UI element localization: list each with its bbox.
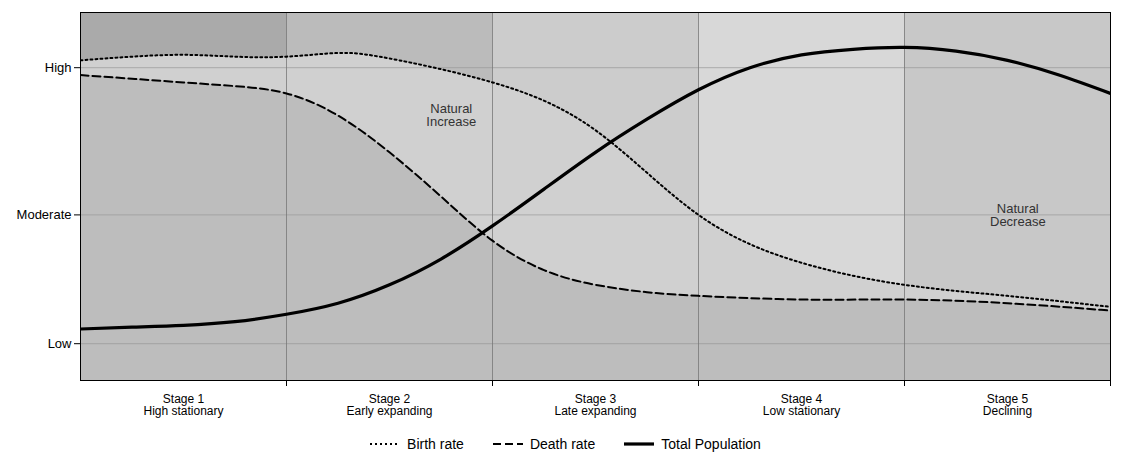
svg-text:Stage 4Low stationary: Stage 4Low stationary (763, 392, 840, 418)
svg-text:High: High (45, 60, 72, 75)
svg-text:NaturalDecrease: NaturalDecrease (990, 201, 1046, 229)
html-text:Total Population: Total Population (661, 436, 761, 452)
html-text:Death rate: Death rate (529, 436, 596, 452)
html-text:Birth rate: Birth rate (407, 436, 464, 452)
svg-text:Stage 5Declining: Stage 5Declining (983, 392, 1032, 418)
svg-text:Stage 3Late expanding: Stage 3Late expanding (554, 392, 636, 418)
svg-text:Stage 2Early expanding: Stage 2Early expanding (346, 392, 432, 418)
svg-text:Moderate: Moderate (17, 207, 72, 222)
svg-text:Stage 1High stationary: Stage 1High stationary (143, 392, 223, 418)
svg-text:NaturalIncrease: NaturalIncrease (426, 101, 476, 129)
svg-text:Low: Low (48, 336, 72, 351)
